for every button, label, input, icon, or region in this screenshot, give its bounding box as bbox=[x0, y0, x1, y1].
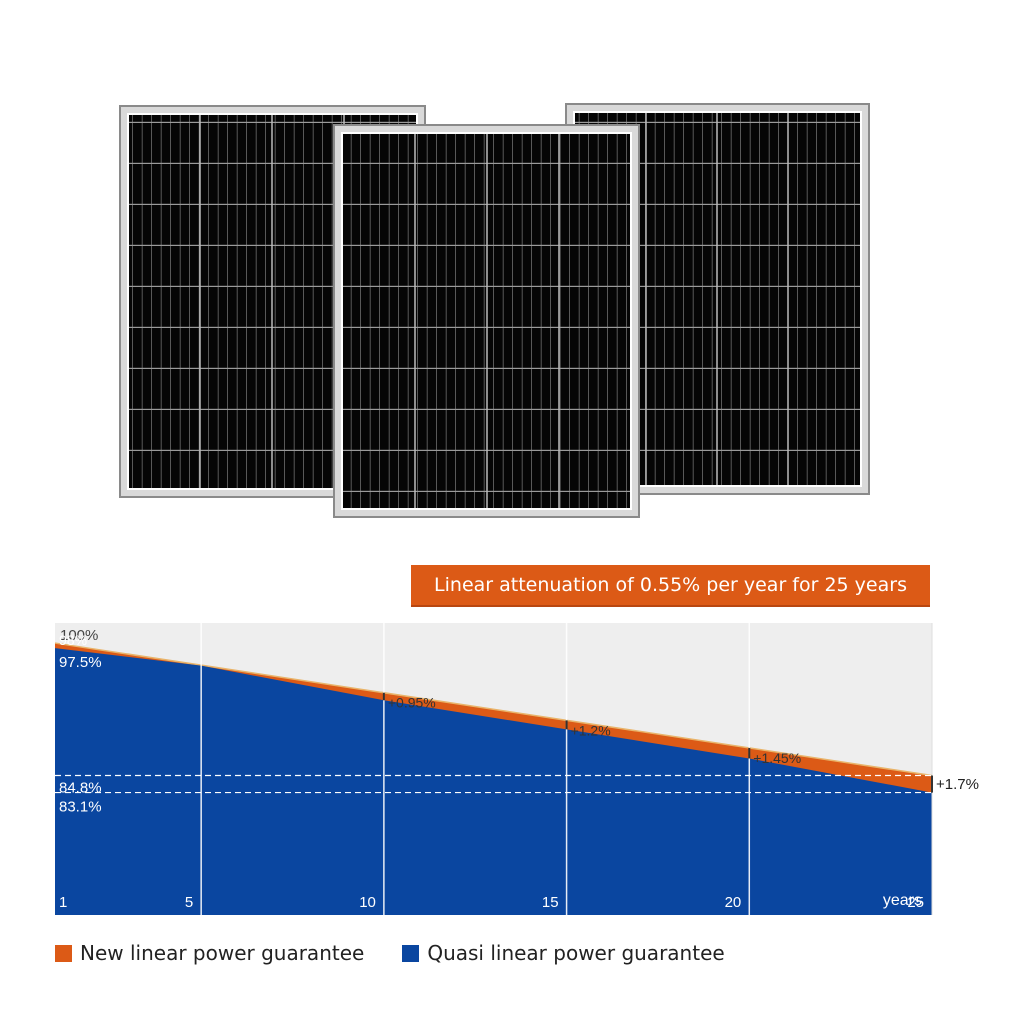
x-tick-label: 5 bbox=[185, 894, 193, 911]
annotation-label: +1.2% bbox=[571, 722, 611, 738]
x-tick-label: 10 bbox=[359, 894, 376, 911]
annotation-label: +0.95% bbox=[388, 695, 436, 711]
x-axis-label: years bbox=[883, 892, 922, 909]
legend-label-quasi-guarantee: Quasi linear power guarantee bbox=[427, 941, 725, 965]
x-tick-label: 1 bbox=[59, 894, 67, 911]
y-label-100: 100% bbox=[60, 627, 98, 644]
legend-item-new-guarantee: New linear power guarantee bbox=[55, 941, 364, 965]
quasi-guarantee-area bbox=[55, 648, 932, 915]
y-label-98: 98% bbox=[59, 632, 87, 648]
power-guarantee-chart: 100%98%97.5%84.8%83.1%1 5 10 15 20 25years+0.… bbox=[54, 623, 979, 915]
y-label-97-5: 97.5% bbox=[59, 654, 102, 671]
x-tick-label: 15 bbox=[542, 894, 559, 911]
x-tick-label: 20 bbox=[725, 894, 742, 911]
legend-label-new-guarantee: New linear power guarantee bbox=[80, 941, 365, 965]
solar-panel-center bbox=[333, 124, 640, 518]
chart-legend: New linear power guarantee Quasi linear … bbox=[55, 938, 763, 968]
attenuation-banner: Linear attenuation of 0.55% per year for… bbox=[411, 565, 930, 607]
legend-swatch-blue bbox=[402, 944, 420, 962]
annotation-label: +1.7% bbox=[936, 776, 979, 793]
solar-panels-image bbox=[119, 103, 870, 518]
x-tick-label: 25 bbox=[907, 894, 924, 911]
y-label-83-1: 83.1% bbox=[59, 799, 102, 816]
legend-swatch-orange bbox=[55, 944, 72, 962]
legend-item-quasi-guarantee: Quasi linear power guarantee bbox=[402, 941, 725, 965]
y-label-84-8: 84.8% bbox=[59, 780, 102, 797]
annotation-label: +1.45% bbox=[753, 750, 801, 766]
